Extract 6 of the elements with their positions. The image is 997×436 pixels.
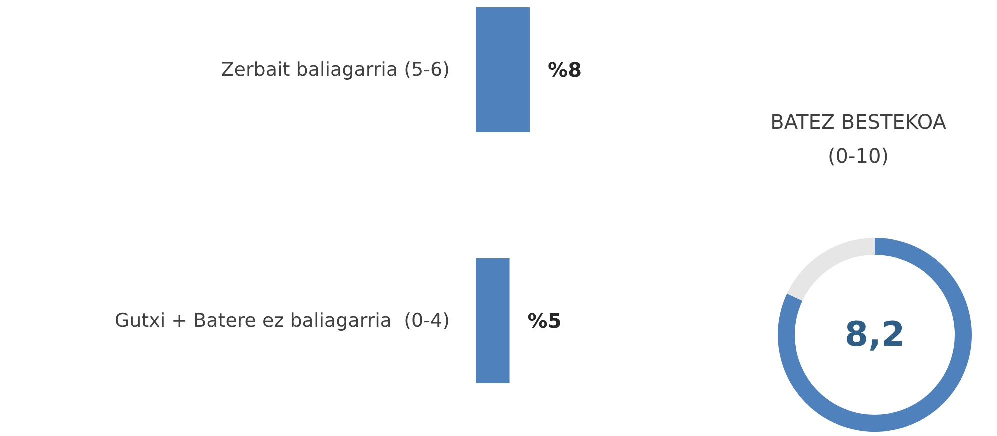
data-label: %8 bbox=[548, 58, 582, 82]
data-label: %5 bbox=[528, 309, 562, 333]
chart-title: BATEZ BESTEKOA (0-10) bbox=[770, 110, 947, 168]
text: 8,2 bbox=[844, 315, 906, 355]
y-tick-label: Zerbait baliagarria (5-6) bbox=[221, 59, 450, 81]
y-tick-label: Gutxi + Batere ez baliagarria (0-4) bbox=[114, 310, 450, 332]
